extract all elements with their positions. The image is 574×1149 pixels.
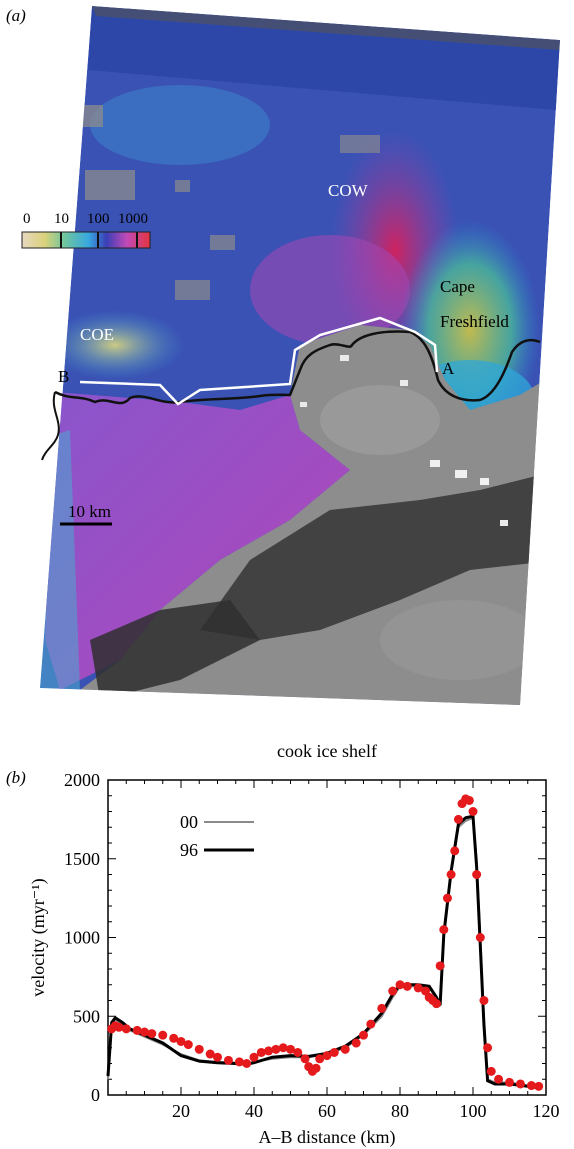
color-scale-tick-1000: 1000	[118, 211, 148, 227]
data-point	[402, 981, 412, 991]
color-scale-tick-0: 0	[23, 211, 31, 227]
data-point	[515, 1079, 525, 1089]
data-point	[439, 925, 449, 935]
y-tick-label: 0	[91, 1085, 100, 1105]
data-point	[475, 933, 485, 942]
data-point	[158, 1030, 168, 1040]
color-scale-tick-10: 10	[54, 211, 69, 227]
data-point	[351, 1038, 361, 1048]
x-tick-label: 120	[533, 1101, 560, 1121]
legend-label: 00	[180, 812, 198, 832]
data-point	[450, 846, 460, 856]
data-point	[359, 1030, 368, 1040]
data-point	[472, 870, 482, 879]
data-point	[366, 1019, 376, 1029]
x-tick-label: 20	[172, 1101, 190, 1121]
y-tick-label: 500	[73, 1006, 100, 1026]
label-cow: COW	[328, 181, 369, 200]
scale-bar-label: 10 km	[68, 502, 111, 521]
x-tick-label: 40	[245, 1101, 263, 1121]
distance-scale-bar: 10 km	[60, 502, 112, 526]
data-point	[132, 1025, 142, 1035]
panel-a-label: (a)	[6, 6, 26, 25]
velocity-color-scale: 0 10 100 1000	[21, 211, 151, 249]
data-point	[446, 870, 456, 879]
data-point	[286, 1044, 295, 1054]
data-point	[395, 980, 405, 990]
data-point	[315, 1054, 325, 1064]
data-point	[114, 1022, 124, 1032]
chart-series	[106, 794, 544, 1091]
legend-label: 96	[180, 840, 198, 860]
data-point	[169, 1033, 179, 1043]
data-point	[494, 1074, 504, 1084]
data-point	[377, 1003, 387, 1013]
data-point	[329, 1047, 339, 1057]
data-point	[534, 1081, 544, 1091]
x-tick-label: 60	[318, 1101, 336, 1121]
coastline	[54, 330, 541, 405]
data-point	[526, 1081, 536, 1091]
data-point	[271, 1044, 281, 1054]
label-coe: COE	[80, 325, 114, 344]
ice-shelf-region	[45, 392, 350, 690]
label-cape: Cape	[440, 277, 475, 296]
label-point-b: B	[58, 367, 69, 386]
chart-title: cook ice shelf	[277, 741, 377, 761]
y-axis-label: velocity (myr⁻¹)	[28, 878, 49, 996]
x-tick-label: 100	[460, 1101, 487, 1121]
velocity-profile-chart: cook ice shelf 20 40 60 80 100 120 0 500 1000 150…	[28, 741, 560, 1148]
x-tick-label: 80	[391, 1101, 409, 1121]
data-point	[479, 996, 489, 1005]
data-point	[453, 814, 463, 824]
data-point	[435, 961, 445, 971]
data-point	[483, 1043, 493, 1053]
data-point	[264, 1046, 274, 1056]
series-line-96	[106, 814, 539, 1090]
data-point	[140, 1027, 149, 1037]
data-point	[322, 1051, 332, 1061]
profile-line-a-b	[79, 316, 439, 406]
data-point	[464, 795, 474, 805]
data-point	[205, 1049, 215, 1059]
data-point	[340, 1044, 350, 1054]
data-point	[413, 983, 423, 993]
series-line-00	[107, 816, 539, 1089]
satellite-velocity-map: 0 10 100 1000 COW COE Cape Freshfield A …	[21, 6, 560, 705]
label-point-a: A	[442, 359, 455, 378]
data-point	[234, 1057, 244, 1067]
data-point	[442, 893, 452, 903]
data-point	[213, 1052, 222, 1062]
data-point	[432, 999, 441, 1009]
data-point	[505, 1077, 514, 1087]
data-point	[293, 1047, 303, 1057]
label-freshfield: Freshfield	[440, 312, 509, 331]
data-point	[468, 807, 478, 816]
color-scale-tick-100: 100	[87, 211, 110, 227]
data-point	[256, 1047, 266, 1057]
data-point	[486, 1066, 496, 1076]
data-point	[176, 1036, 186, 1046]
data-point	[121, 1024, 131, 1034]
y-tick-label: 2000	[64, 770, 100, 790]
data-point	[147, 1029, 157, 1039]
data-point	[242, 1059, 252, 1068]
data-point	[183, 1040, 193, 1050]
data-point	[388, 986, 398, 996]
panel-b-label: (b)	[6, 768, 26, 787]
data-point	[311, 1063, 321, 1073]
data-point	[278, 1043, 288, 1053]
data-point	[300, 1054, 310, 1064]
data-point	[223, 1055, 233, 1065]
y-tick-label: 1500	[64, 849, 100, 869]
data-point	[249, 1052, 259, 1062]
axis-ticks: 20 40 60 80 100 120 0 500 1000 1500 2000	[64, 770, 560, 1121]
y-tick-label: 1000	[64, 928, 100, 948]
data-point	[194, 1044, 204, 1054]
x-axis-label: A–B distance (km)	[259, 1127, 396, 1148]
